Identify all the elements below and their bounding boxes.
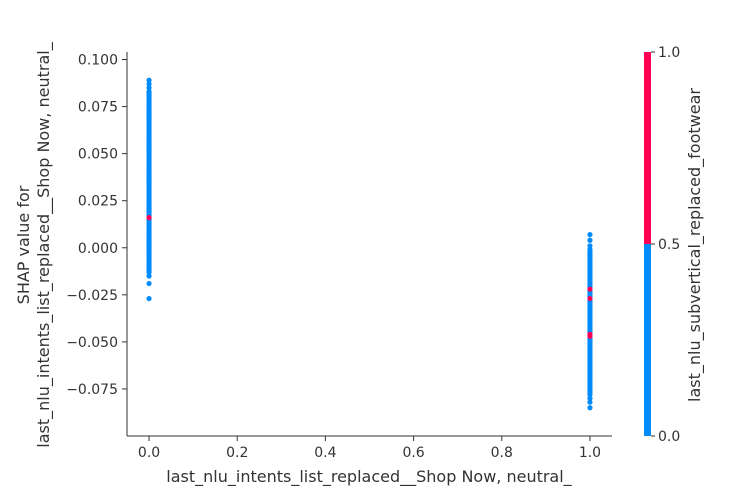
data-point (146, 85, 152, 91)
y-tick-label: 0.000 (78, 241, 118, 257)
scatter-points (146, 77, 593, 411)
x-tick-label: 1.0 (579, 445, 601, 461)
data-point (587, 231, 593, 238)
x-tick-label: 0.8 (491, 445, 513, 461)
data-point (146, 215, 152, 221)
x-axis-label: last_nlu_intents_list_replaced__Shop Now… (166, 467, 572, 487)
y-axis-ticks: 0.100 0.075 0.050 0.025 0.000 −0.025 −0.050 −0.… (66, 53, 127, 398)
data-point (146, 280, 152, 287)
data-point (146, 295, 152, 302)
y-tick-label: 0.050 (78, 147, 118, 163)
x-axis-ticks: 0.0 0.2 0.4 0.6 0.8 1.0 (138, 436, 601, 461)
data-point (146, 81, 152, 87)
y-tick-label: 0.075 (78, 100, 118, 116)
colorbar-tick-label: 1.0 (658, 45, 680, 61)
data-point (587, 405, 593, 411)
plot-area: 0.0 0.2 0.4 0.6 0.8 1.0 0.1000.0750.0500.0250… (66, 52, 612, 461)
x-tick-label: 0.2 (226, 445, 248, 461)
colorbar-label: last_nlu_subvertical_replaced_footwear (685, 88, 705, 402)
data-point (146, 77, 152, 83)
colorbar-ticks: 1.0 0.5 0.0 (651, 45, 680, 445)
y-tick-label: −0.050 (66, 335, 118, 351)
data-point (146, 269, 152, 275)
y-axis-label-line-2: last_nlu_intents_list_replaced__Shop Now… (34, 41, 54, 447)
data-point (587, 295, 593, 302)
y-tick-label: −0.025 (66, 288, 118, 304)
data-point (587, 243, 593, 249)
x-tick-label: 0.6 (402, 445, 424, 461)
data-point (587, 286, 593, 292)
colorbar-tick-label: 0.0 (658, 429, 680, 445)
data-point (146, 273, 152, 279)
y-tick-label: 0.025 (78, 194, 118, 210)
colorbar-tick-label: 0.5 (658, 237, 680, 253)
data-point (587, 399, 593, 405)
y-tick-label: −0.075 (66, 382, 118, 398)
x-tick-label: 0.4 (314, 445, 336, 461)
colorbar: 1.0 0.5 0.0 last_nlu_subvertical_replaced_… (644, 45, 705, 445)
data-point (587, 391, 593, 398)
data-point (587, 333, 593, 339)
data-point (587, 395, 593, 401)
colorbar-gradient (644, 52, 651, 436)
data-point (587, 237, 593, 243)
y-axis-label: SHAP value for (14, 185, 33, 304)
y-tick-label: 0.100 (78, 53, 118, 69)
x-tick-label: 0.0 (138, 445, 160, 461)
